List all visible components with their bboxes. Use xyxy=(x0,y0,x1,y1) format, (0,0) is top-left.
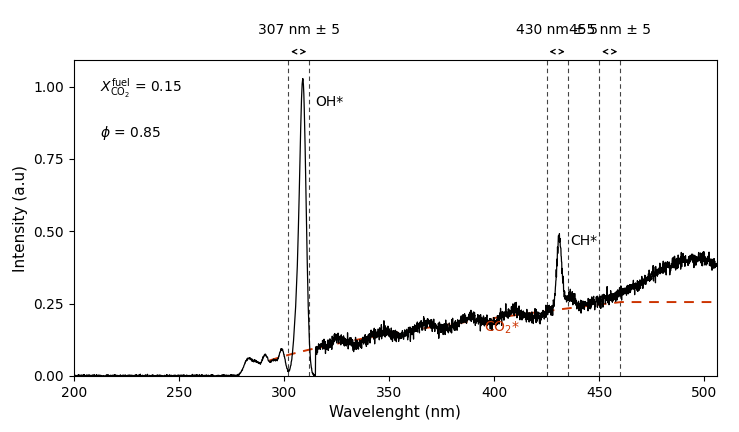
Text: 430 nm ± 5: 430 nm ± 5 xyxy=(516,23,598,37)
X-axis label: Wavelenght (nm): Wavelenght (nm) xyxy=(330,405,461,420)
Text: OH*: OH* xyxy=(316,95,344,109)
Text: $X_{\mathrm{CO_2}}^{\mathrm{fuel}}$ = 0.15: $X_{\mathrm{CO_2}}^{\mathrm{fuel}}$ = 0.… xyxy=(100,76,181,100)
Text: 455 nm ± 5: 455 nm ± 5 xyxy=(569,23,650,37)
Text: CH*: CH* xyxy=(570,234,597,248)
Text: 307 nm ± 5: 307 nm ± 5 xyxy=(258,23,340,37)
Text: CO$_2$*: CO$_2$* xyxy=(483,319,520,336)
Text: $\phi$ = 0.85: $\phi$ = 0.85 xyxy=(100,124,160,142)
Y-axis label: Intensity (a.u): Intensity (a.u) xyxy=(13,165,28,272)
